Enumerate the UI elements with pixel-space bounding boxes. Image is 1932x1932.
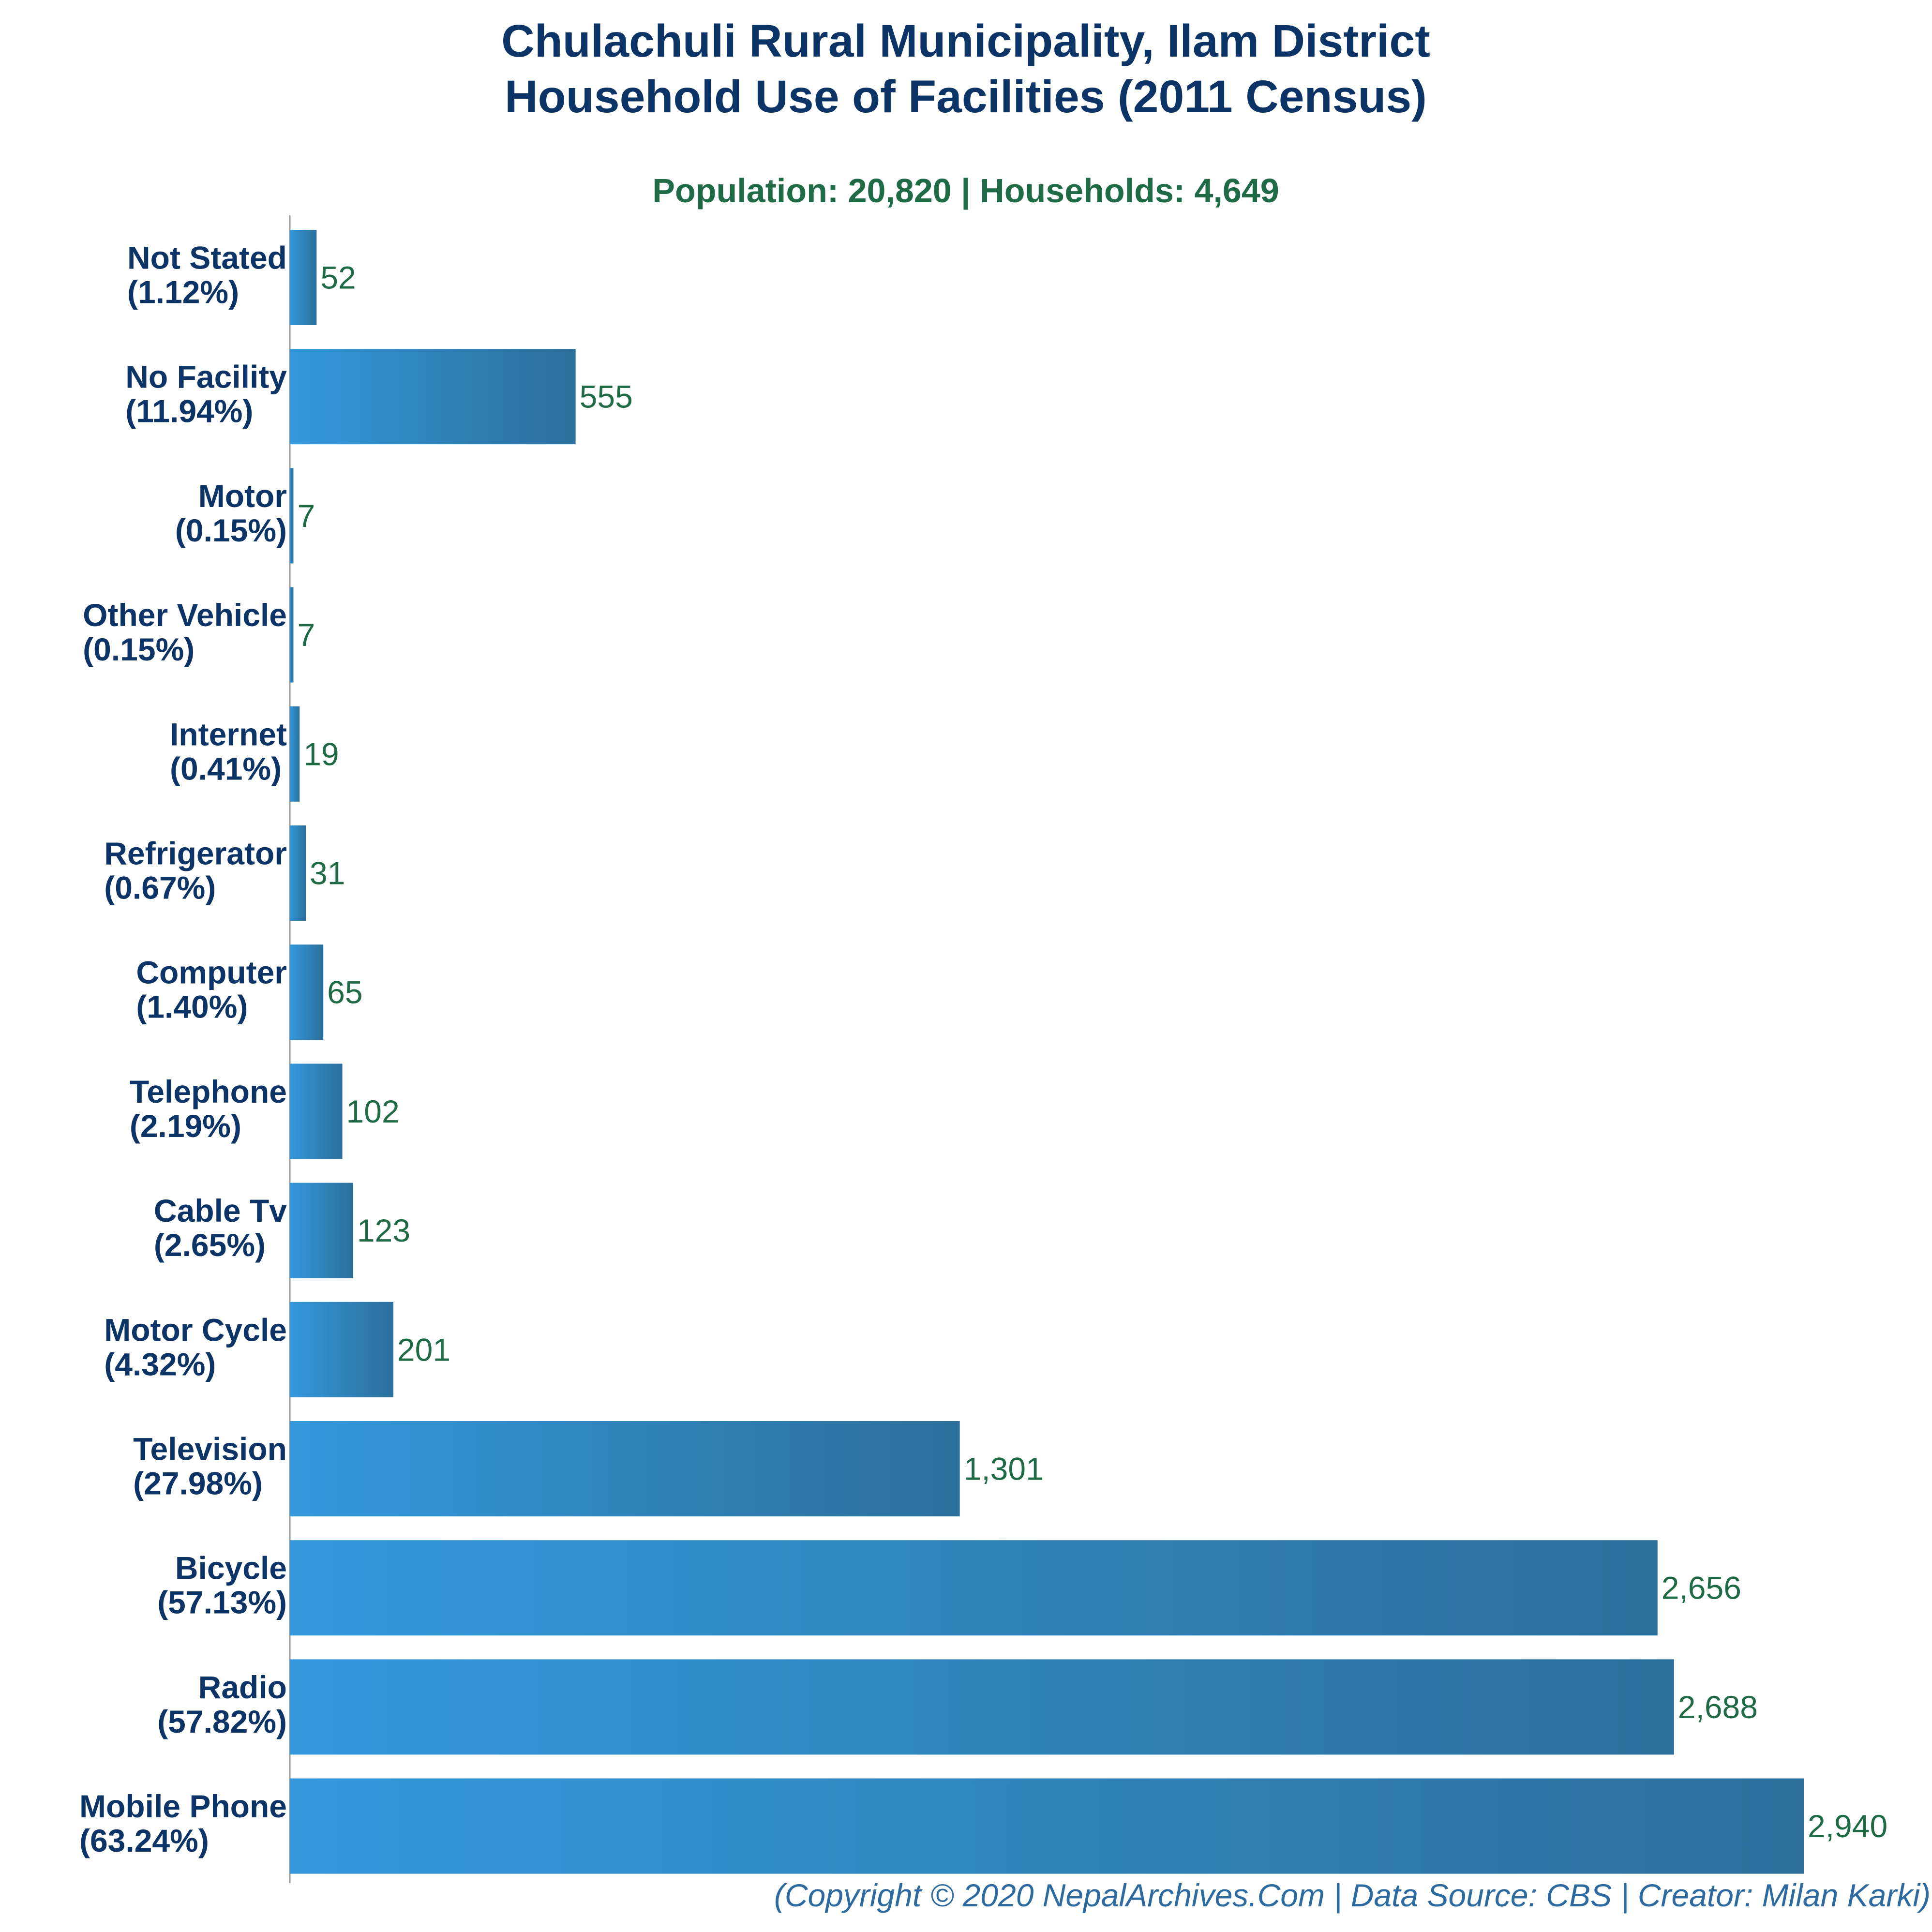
percent-label-cable-tv: (2.65%) xyxy=(154,1227,266,1263)
percent-label-computer: (1.40%) xyxy=(136,989,248,1025)
percent-label-not-stated: (1.12%) xyxy=(127,274,239,310)
chart-title-line2: Household Use of Facilities (2011 Census… xyxy=(505,71,1427,122)
category-label-internet: Internet xyxy=(170,716,287,752)
category-label-bicycle: Bicycle xyxy=(175,1550,287,1586)
bar-not-stated xyxy=(290,230,317,325)
percent-label-telephone: (2.19%) xyxy=(130,1108,241,1144)
chart-footer: (Copyright © 2020 NepalArchives.Com | Da… xyxy=(774,1877,1931,1914)
value-label-telephone: 102 xyxy=(346,1093,400,1129)
category-labels-layer: Not Stated(1.12%) No Facility(11.94%) Moto… xyxy=(79,240,287,1859)
chart-title: Chulachuli Rural Municipality, Ilam Dist… xyxy=(501,15,1430,67)
bar-telephone xyxy=(290,1063,343,1159)
value-label-no-facility: 555 xyxy=(580,379,633,415)
category-label-not-stated: Not Stated xyxy=(127,240,287,276)
bar-radio xyxy=(290,1659,1674,1755)
value-labels-layer: 52 555 7 7 19 31 65 102 123 201 1,301 2,656 2,688 2,9… xyxy=(297,260,1887,1844)
category-label-television: Television xyxy=(133,1431,287,1467)
percent-label-mobile-phone: (63.24%) xyxy=(79,1823,209,1858)
value-label-motor: 7 xyxy=(297,498,315,534)
category-label-motor-cycle: Motor Cycle xyxy=(104,1312,287,1348)
value-label-computer: 65 xyxy=(327,974,362,1010)
bar-cable-tv xyxy=(290,1183,353,1278)
category-label-other-vehicle: Other Vehicle xyxy=(83,597,287,633)
value-label-cable-tv: 123 xyxy=(357,1213,410,1248)
category-label-radio: Radio xyxy=(198,1669,287,1705)
category-label-cable-tv: Cable Tv xyxy=(154,1193,287,1228)
percent-label-bicycle: (57.13%) xyxy=(157,1585,287,1620)
category-label-no-facility: No Facility xyxy=(125,359,287,395)
percent-label-other-vehicle: (0.15%) xyxy=(83,631,195,667)
bar-television xyxy=(290,1421,960,1516)
percent-label-refrigerator: (0.67%) xyxy=(104,870,216,906)
bar-refrigerator xyxy=(290,825,306,921)
value-label-television: 1,301 xyxy=(964,1451,1044,1487)
bar-bicycle xyxy=(290,1540,1658,1636)
category-label-mobile-phone: Mobile Phone xyxy=(79,1788,287,1824)
percent-label-motor: (0.15%) xyxy=(175,512,287,548)
bar-computer xyxy=(290,944,324,1040)
bar-other-vehicle xyxy=(290,587,294,683)
value-label-not-stated: 52 xyxy=(320,260,356,296)
value-label-internet: 19 xyxy=(303,736,339,772)
category-label-refrigerator: Refrigerator xyxy=(104,836,287,871)
percent-label-no-facility: (11.94%) xyxy=(125,393,253,429)
bar-no-facility xyxy=(290,349,576,445)
value-label-bicycle: 2,656 xyxy=(1662,1570,1741,1606)
value-label-radio: 2,688 xyxy=(1678,1689,1758,1725)
bar-internet xyxy=(290,706,300,802)
percent-label-television: (27.98%) xyxy=(133,1466,263,1501)
value-label-mobile-phone: 2,940 xyxy=(1808,1808,1887,1844)
percent-label-radio: (57.82%) xyxy=(157,1704,287,1739)
value-label-motor-cycle: 201 xyxy=(397,1332,450,1367)
category-label-computer: Computer xyxy=(136,955,287,990)
bar-motor xyxy=(290,468,294,564)
value-label-other-vehicle: 7 xyxy=(297,617,315,653)
bar-mobile-phone xyxy=(290,1778,1804,1874)
category-label-telephone: Telephone xyxy=(130,1074,287,1109)
percent-label-internet: (0.41%) xyxy=(170,750,282,786)
chart-summary: Population: 20,820 | Households: 4,649 xyxy=(652,172,1279,210)
bar-motor-cycle xyxy=(290,1302,393,1397)
category-label-motor: Motor xyxy=(198,478,287,514)
value-label-refrigerator: 31 xyxy=(310,855,345,891)
bars-layer xyxy=(290,230,1804,1874)
percent-label-motor-cycle: (4.32%) xyxy=(104,1346,216,1382)
